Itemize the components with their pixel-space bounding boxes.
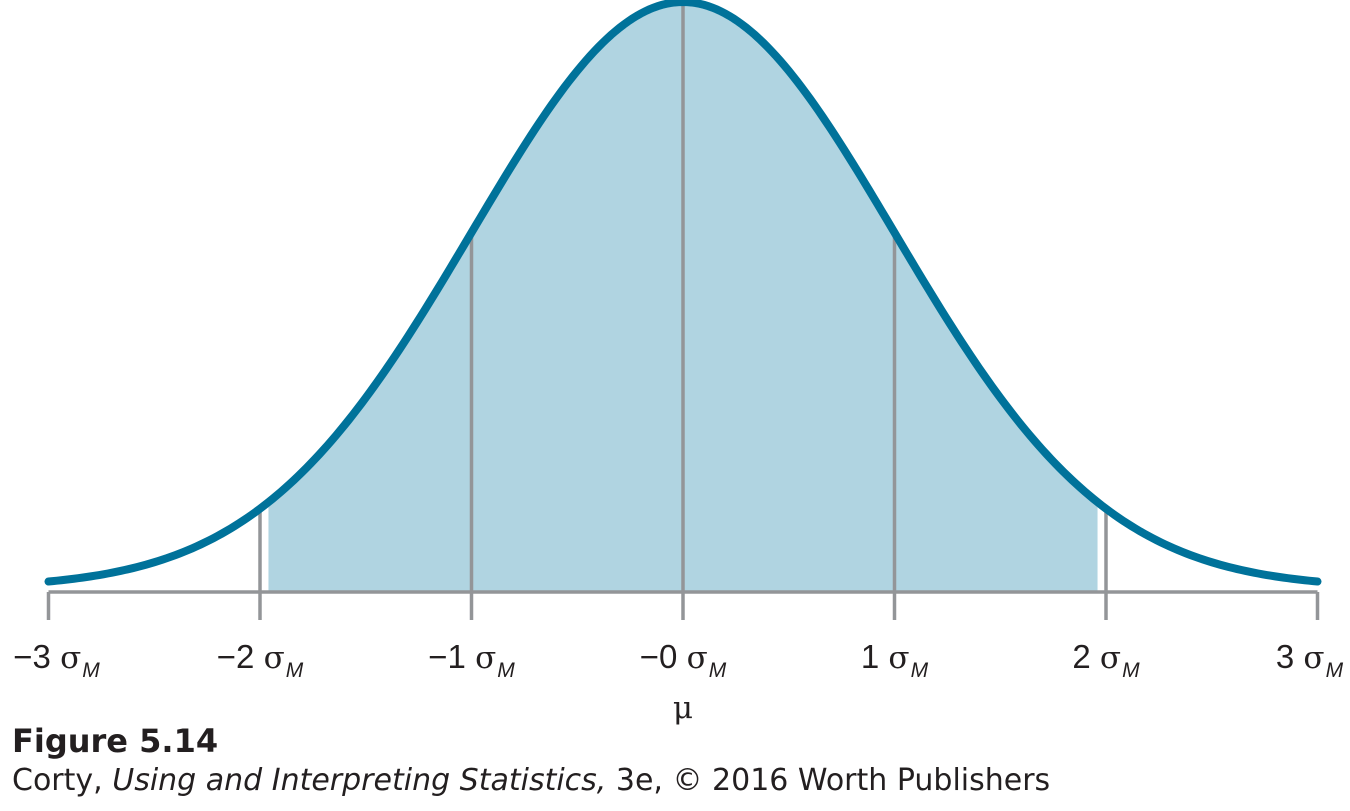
credit-prefix: Corty, [12,763,113,798]
x-tick-label: −3 σM [13,638,100,682]
x-tick-label: 2 σM [1072,638,1140,682]
figure-title: Figure 5.14 [12,722,219,760]
credit-suffix: 3e, © 2016 Worth Publishers [606,763,1051,798]
x-tick-label: 3 σM [1275,638,1344,682]
x-tick-label: 1 σM [860,638,929,682]
x-tick-label: −0 σM [639,638,727,682]
x-tick-label: −2 σM [216,638,304,682]
figure-credit: Corty, Using and Interpreting Statistics… [12,763,1050,798]
credit-book-title: Using and Interpreting Statistics, [112,763,607,798]
reference-lines [258,2,1108,592]
x-tick-label: −1 σM [428,638,515,682]
x-axis-ticks [46,592,1320,620]
normal-curve [44,0,1322,586]
mean-label: μ [672,690,694,726]
